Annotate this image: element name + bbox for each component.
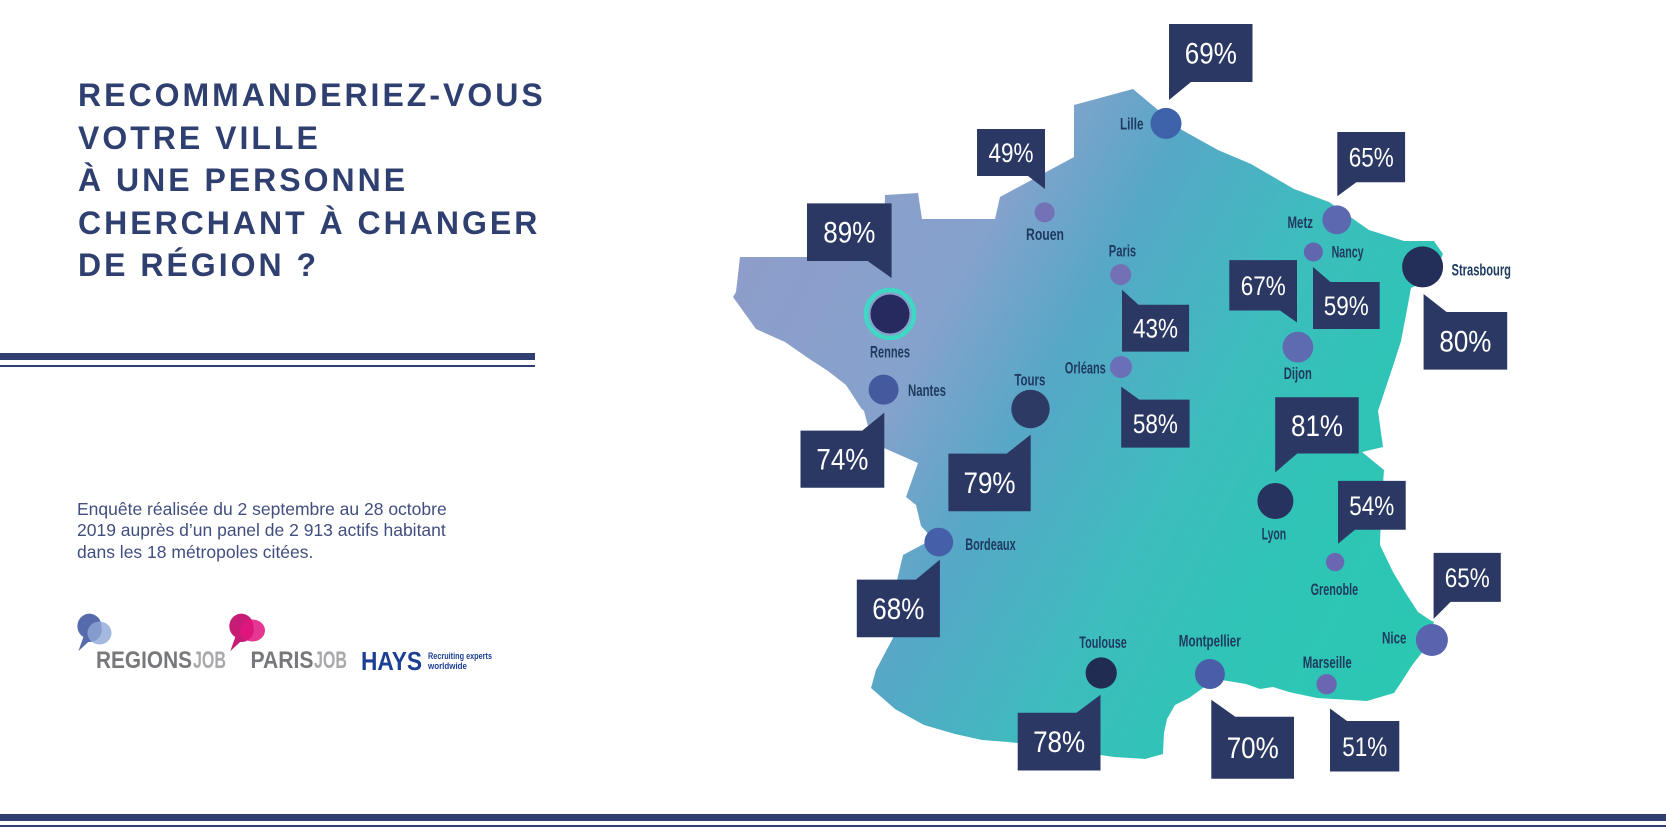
- svg-text:49%: 49%: [989, 138, 1034, 168]
- svg-text:Nancy: Nancy: [1332, 243, 1364, 262]
- svg-text:Recruiting experts: Recruiting experts: [428, 651, 492, 661]
- svg-text:Nantes: Nantes: [908, 381, 946, 400]
- svg-text:89%: 89%: [823, 217, 875, 250]
- svg-text:Rennes: Rennes: [870, 343, 910, 362]
- svg-text:Tours: Tours: [1014, 371, 1045, 390]
- svg-text:Orléans: Orléans: [1065, 359, 1106, 378]
- svg-text:Rouen: Rouen: [1026, 225, 1064, 244]
- svg-text:67%: 67%: [1241, 271, 1286, 301]
- svg-text:Montpellier: Montpellier: [1179, 632, 1241, 651]
- svg-text:Lille: Lille: [1120, 115, 1144, 134]
- svg-text:51%: 51%: [1342, 732, 1387, 762]
- svg-text:Bordeaux: Bordeaux: [965, 535, 1016, 554]
- svg-text:Dijon: Dijon: [1284, 364, 1312, 383]
- svg-text:81%: 81%: [1291, 410, 1343, 443]
- svg-text:65%: 65%: [1349, 143, 1394, 173]
- svg-text:54%: 54%: [1349, 491, 1394, 521]
- svg-text:HAYS: HAYS: [361, 646, 422, 676]
- svg-text:43%: 43%: [1133, 314, 1178, 344]
- svg-text:79%: 79%: [964, 467, 1016, 500]
- svg-text:Strasbourg: Strasbourg: [1452, 261, 1512, 280]
- svg-text:65%: 65%: [1445, 563, 1490, 593]
- svg-text:Marseille: Marseille: [1303, 653, 1352, 672]
- svg-text:Toulouse: Toulouse: [1079, 633, 1127, 652]
- svg-text:Paris: Paris: [1109, 242, 1137, 261]
- svg-text:69%: 69%: [1185, 38, 1237, 71]
- svg-text:Lyon: Lyon: [1262, 525, 1287, 544]
- svg-text:78%: 78%: [1033, 726, 1085, 759]
- svg-text:Metz: Metz: [1288, 213, 1314, 232]
- svg-text:80%: 80%: [1439, 325, 1491, 358]
- svg-text:59%: 59%: [1324, 291, 1369, 321]
- svg-text:70%: 70%: [1227, 732, 1279, 765]
- svg-text:Nice: Nice: [1382, 629, 1407, 648]
- svg-text:58%: 58%: [1133, 409, 1178, 439]
- svg-text:JOB: JOB: [314, 647, 347, 674]
- svg-text:JOB: JOB: [193, 647, 226, 674]
- svg-text:PARIS: PARIS: [251, 647, 314, 674]
- svg-text:worldwide: worldwide: [427, 661, 467, 671]
- svg-text:REGIONS: REGIONS: [96, 647, 192, 674]
- svg-text:68%: 68%: [872, 593, 924, 626]
- svg-text:74%: 74%: [816, 444, 868, 477]
- svg-text:Grenoble: Grenoble: [1311, 580, 1359, 599]
